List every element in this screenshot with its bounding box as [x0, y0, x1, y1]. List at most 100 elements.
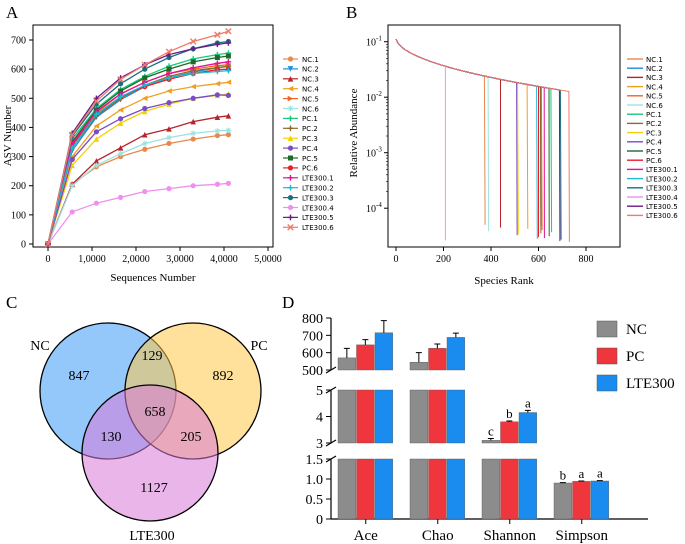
panel-b-x-tick-label: 400: [484, 254, 499, 265]
panel-b-legend-entry: LTE300.6: [627, 212, 678, 220]
error-bar-chao-lte300: [452, 332, 459, 338]
panel-b-y-tick-label: 10-4: [366, 201, 382, 215]
panel-a-point: [166, 54, 172, 61]
panel-b-y-tick-label: 10-3: [366, 146, 382, 160]
panel-a-legend-entry: NC.4: [283, 86, 319, 94]
panel-a-point: [93, 111, 100, 118]
panel-a-point: [93, 123, 100, 129]
panel-a-legend-entry: LTE300.3: [283, 194, 334, 202]
panel-d-y-tick-label: 600: [302, 347, 323, 362]
panel-a-legend-entry: NC.2: [283, 66, 319, 74]
panel-a-point: [142, 108, 148, 115]
panel-b-line-lte300-1: [395, 39, 545, 239]
panel-d-category-label-chao: Chao: [422, 528, 454, 544]
bar-chao-pc: [428, 458, 447, 520]
panel-a-frame: [32, 24, 274, 248]
panel-b-x-tick-label: 0: [394, 254, 399, 265]
panel-a-legend-entry: LTE300.6: [283, 224, 334, 232]
panel-a-legend-entry: PC.6: [283, 165, 318, 173]
panel-b-legend-label: NC.5: [646, 93, 663, 101]
panel-a-y-tick-label: 100: [11, 210, 26, 221]
panel-b-legend-entry: NC.6: [627, 102, 663, 110]
panel-a-point: [225, 27, 232, 35]
panel-d-y-tick-label: 800: [302, 312, 323, 327]
panel-a-legend-marker: [287, 56, 294, 62]
bar-simpson-nc: [553, 482, 572, 520]
panel-a-x-tick-label: 5,0000: [254, 254, 282, 265]
panel-a-point: [190, 70, 196, 77]
panel-b-line-nc-5: [395, 39, 543, 231]
panel-a-y-tick-label: 700: [11, 36, 26, 47]
panel-a-legend-label: LTE300.3: [302, 194, 334, 202]
panel-a-point: [214, 80, 221, 87]
panel-a-point: [118, 81, 124, 87]
panel-a-x-tick-label: 3,0000: [166, 254, 194, 265]
panel-a-point: [69, 156, 75, 163]
panel-b-line-pc-3: [395, 39, 519, 235]
panel-a-legend-marker: [287, 165, 294, 171]
panel-a-point: [214, 60, 221, 67]
panel-a-series-lte300-4: [45, 180, 231, 247]
panel-a-legend-entry: NC.5: [283, 95, 319, 103]
panel-a-point: [190, 118, 196, 125]
panel-b-y-tick-label: 10-1: [366, 35, 382, 49]
panel-a-point: [225, 180, 231, 186]
panel-a-point: [141, 61, 149, 69]
panel-d-category-label-ace: Ace: [354, 528, 378, 544]
panel-a-x-tick-label: 4,0000: [210, 254, 238, 265]
bar-chao-pc: [428, 389, 447, 444]
panel-a-point: [69, 209, 75, 215]
panel-a-series-lte300-1: [45, 59, 232, 247]
panel-b-y-tick-label: 10-2: [366, 90, 382, 104]
panel-b-legend-label: NC.4: [646, 83, 663, 91]
panel-d-y-tick-label: 0.5: [306, 493, 324, 508]
panel-a-point: [166, 140, 172, 147]
panel-b-line-pc-1: [395, 39, 553, 233]
panel-a-point: [44, 240, 52, 248]
panel-a-legend-label: PC.6: [302, 165, 318, 173]
panel-a-point: [190, 136, 196, 142]
panel-a-legend-label: PC.5: [302, 155, 318, 163]
panel-d-y-tick-label: 700: [302, 329, 323, 344]
panel-b-legend-label: NC.2: [646, 65, 663, 73]
panel-a-legend-entry: PC.2: [283, 125, 318, 133]
significance-letter: a: [525, 395, 531, 410]
panel-a-point: [225, 92, 231, 98]
panel-a-point: [93, 95, 100, 102]
panel-a-point: [190, 59, 196, 65]
venn-label-nc: NC: [30, 339, 49, 354]
panel-a-legend-label: LTE300.4: [302, 204, 334, 212]
panel-a-point: [118, 194, 124, 200]
panel-a-legend-label: LTE300.5: [302, 214, 334, 222]
panel-a-point: [68, 131, 76, 139]
panel-a-point: [225, 132, 231, 138]
panel-b-legend-entry: LTE300.3: [627, 185, 678, 193]
panel-a-point: [93, 162, 100, 169]
panel-b-x-tick-label: 800: [579, 254, 594, 265]
panel-b-legend-entry: NC.5: [627, 93, 663, 101]
panel-a-point: [225, 127, 232, 134]
panel-b-line-nc-2: [395, 39, 542, 227]
panel-b-legend-label: PC.3: [646, 129, 662, 137]
panel-b-legend-entry: PC.2: [627, 120, 662, 128]
panel-a-legend-marker: [287, 184, 294, 191]
panel-a-point: [225, 53, 231, 59]
venn-region-pc-lte300: 205: [181, 430, 202, 445]
venn-set-lte300: [81, 384, 219, 522]
panel-b-line-pc-2: [395, 39, 542, 234]
panel-a-legend-marker: [288, 155, 293, 161]
panel-b-legend-label: PC.2: [646, 120, 662, 128]
panel-a-point: [190, 95, 196, 101]
venn-label-pc: PC: [250, 339, 267, 354]
bar-simpson-lte300: [590, 480, 609, 520]
panel-a-point: [225, 67, 232, 74]
panel-a-point: [117, 145, 124, 151]
panel-a-legend-label: NC.5: [302, 95, 319, 103]
panel-b-legend-entry: PC.4: [627, 139, 662, 147]
panel-a-x-tick-label: 0: [46, 254, 51, 265]
panel-a-legend-label: LTE300.2: [302, 185, 334, 193]
panel-b-line-pc-4: [395, 39, 518, 236]
panel-a-legend-marker: [287, 95, 294, 102]
bar-ace-lte300: [374, 332, 393, 371]
panel-b-legend-label: PC.1: [646, 111, 662, 119]
